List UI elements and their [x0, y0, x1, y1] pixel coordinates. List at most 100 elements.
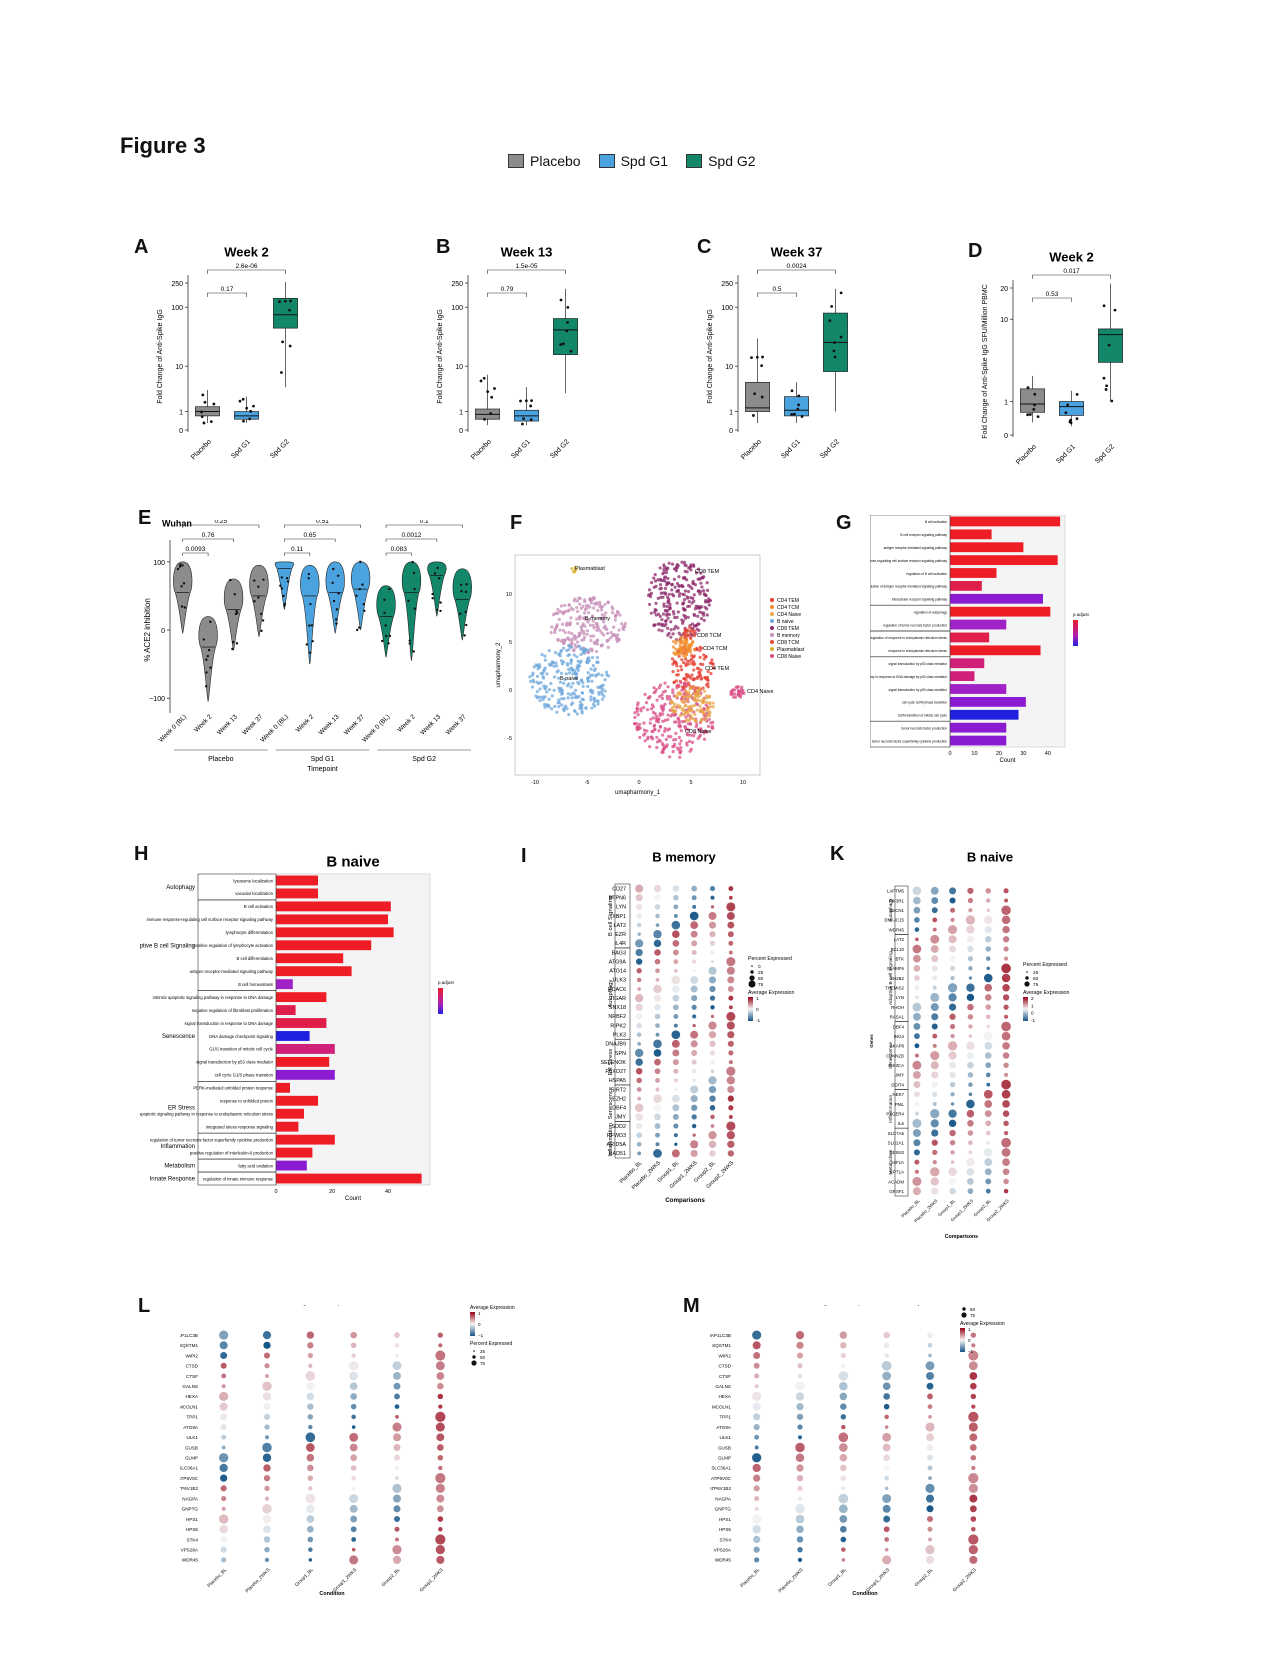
data-point: [760, 364, 764, 368]
umap-cell: [575, 605, 579, 610]
expression-dot: [264, 1424, 270, 1430]
expression-dot: [913, 1149, 920, 1156]
umap-cell: [660, 706, 664, 710]
expression-dot: [438, 1404, 443, 1409]
umap-cluster-label: CD8 Naive: [685, 729, 712, 735]
umap-cell: [673, 652, 677, 656]
legend-label: CD8 Naive: [777, 654, 801, 660]
pvalue-bracket: [182, 538, 234, 542]
expression-dot: [264, 1546, 270, 1553]
gene-label: XBP1: [612, 914, 626, 920]
expression-dot: [219, 1341, 228, 1350]
umap-cell: [559, 649, 563, 653]
umap-cell: [597, 692, 601, 696]
umap-cell: [672, 742, 677, 746]
umap-cell: [538, 687, 542, 691]
umap-cell: [582, 611, 587, 615]
gene-label: WDR45: [889, 927, 905, 932]
umap-cell: [667, 592, 671, 596]
expression-dot: [728, 895, 733, 900]
expression-dot: [728, 940, 734, 946]
data-point: [412, 571, 416, 575]
umap-cell: [660, 623, 664, 628]
expression-dot: [263, 1402, 271, 1411]
umap-cell: [684, 564, 688, 568]
pvalue-label: 0.11: [291, 546, 304, 553]
data-point: [383, 598, 386, 602]
expression-dot: [968, 1350, 979, 1361]
expression-dot: [985, 946, 992, 952]
expression-dot: [637, 987, 641, 991]
gene-label: IL6: [898, 1121, 905, 1126]
expression-dot: [349, 1504, 358, 1513]
x-tick-label: 10: [740, 780, 746, 786]
data-point: [229, 578, 232, 582]
expression-dot: [673, 1013, 679, 1019]
expression-dot: [351, 1414, 356, 1420]
umap-cell: [549, 663, 553, 667]
expression-dot: [985, 936, 992, 943]
umap-cell: [693, 712, 697, 717]
expression-dot: [932, 1091, 938, 1097]
data-point: [203, 400, 207, 404]
umap-cell: [600, 692, 604, 696]
expression-dot: [882, 1382, 891, 1391]
umap-cell: [685, 638, 689, 643]
expression-dot: [1003, 946, 1009, 952]
bar-category-label: integrated stress response signaling: [206, 1124, 274, 1129]
umap-cell: [564, 623, 569, 627]
expression-dot: [709, 985, 716, 993]
bar-category-label: lymphocyte differentiation: [226, 930, 274, 935]
expression-dot: [709, 1150, 716, 1157]
expression-dot: [691, 1123, 697, 1129]
expression-dot: [914, 1043, 920, 1049]
expression-dot: [634, 1048, 644, 1058]
expression-dot: [926, 1382, 934, 1390]
umap-cell: [589, 695, 593, 699]
y-tick-label: 1: [729, 410, 733, 417]
data-point: [234, 612, 238, 616]
umap-cell: [560, 703, 564, 707]
expression-dot: [967, 897, 974, 904]
expression-dot: [971, 1404, 976, 1409]
data-point: [253, 600, 256, 603]
umap-cell: [694, 719, 698, 723]
expression-dot: [637, 1042, 641, 1046]
y-tick-label: 100: [721, 305, 733, 312]
gene-label: HPS5: [719, 1527, 731, 1532]
umap-cell: [575, 712, 579, 716]
expression-dot: [986, 898, 991, 903]
umap-cell: [658, 614, 662, 618]
umap-cell: [682, 676, 686, 681]
umap-cell: [698, 606, 702, 610]
umap-cell: [707, 603, 711, 607]
bar: [276, 1121, 299, 1132]
expression-dot: [219, 1402, 228, 1411]
umap-cell: [691, 685, 696, 689]
umap-cell: [691, 579, 695, 584]
expression-dot: [969, 1444, 977, 1451]
expression-dot: [948, 1061, 957, 1069]
data-point: [388, 634, 392, 638]
expression-dot: [838, 1371, 849, 1381]
size-legend-label: 75: [480, 1361, 486, 1366]
expression-dot: [219, 1330, 229, 1340]
data-point: [521, 422, 524, 426]
gene-label: LAT2: [614, 923, 626, 929]
expression-dot: [672, 930, 680, 939]
expression-dot: [392, 1483, 402, 1493]
expression-dot: [263, 1341, 271, 1349]
data-point: [309, 602, 312, 606]
expression-dot: [968, 1024, 973, 1029]
umap-cell: [658, 587, 662, 591]
expression-dot: [672, 940, 680, 947]
data-point: [337, 574, 340, 577]
umap-cell: [647, 588, 652, 592]
umap-cell: [680, 699, 684, 703]
data-point: [261, 619, 265, 622]
gene-label: EZR: [615, 932, 626, 938]
expression-dot: [671, 1039, 680, 1048]
expression-dot: [435, 1411, 446, 1422]
expression-dot: [984, 983, 993, 992]
y-tick-label: 1: [459, 410, 463, 417]
